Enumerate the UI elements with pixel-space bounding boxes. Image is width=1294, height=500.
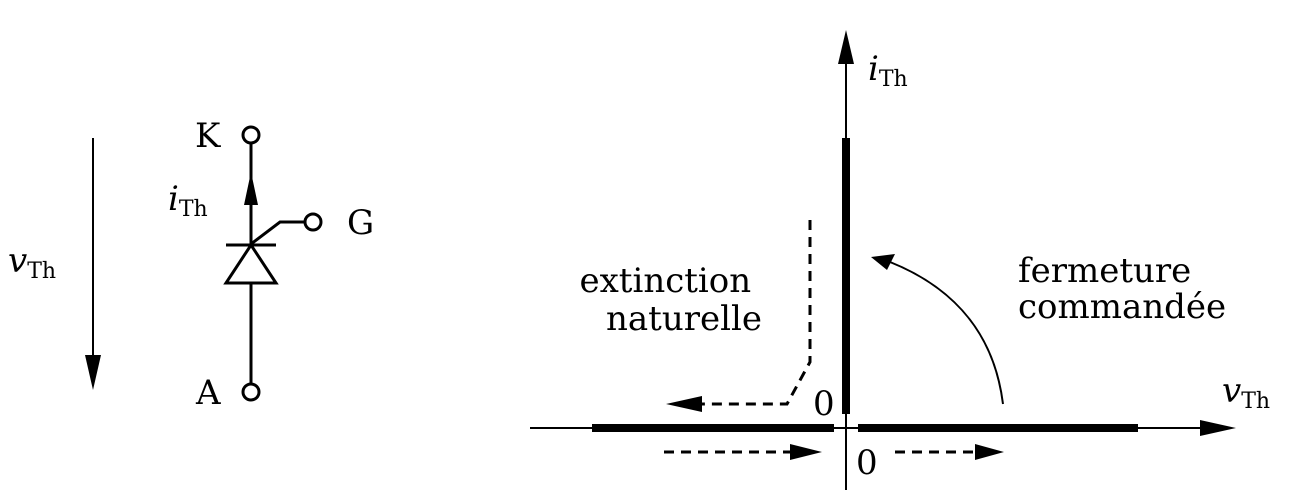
x-axis-label: vTh [1222, 371, 1270, 414]
lower-left-dashed-arrow [664, 444, 822, 460]
anode-terminal [241, 382, 261, 402]
voltage-label: vTh [8, 241, 56, 284]
gate-label: G [347, 203, 374, 243]
voltage-arrow [85, 138, 101, 390]
fermeture-label: fermeture commandée [1018, 251, 1226, 327]
cathode-terminal [241, 125, 261, 145]
current-label: iTh [168, 179, 208, 222]
cathode-label: K [195, 116, 221, 156]
current-arrowhead [244, 172, 258, 205]
y-axis-label: iTh [868, 49, 908, 92]
gate-wire [250, 220, 305, 246]
thyristor-circuit: vTh K A G iTh [8, 116, 374, 413]
extinction-arrowhead [666, 396, 702, 412]
gate-terminal [303, 212, 323, 232]
thyristor-triangle [223, 242, 279, 285]
anode-label: A [195, 373, 221, 413]
fermeture-arrow [871, 254, 1004, 405]
origin-label-bottom: 0 [856, 443, 878, 483]
origin-label-top: 0 [813, 384, 835, 424]
extinction-path [666, 220, 812, 412]
static-characteristic: iTh vTh 0 0 extinction naturelle fermetu… [530, 30, 1270, 490]
lower-right-dashed-arrow [895, 444, 1004, 460]
extinction-label: extinction naturelle [580, 261, 763, 339]
